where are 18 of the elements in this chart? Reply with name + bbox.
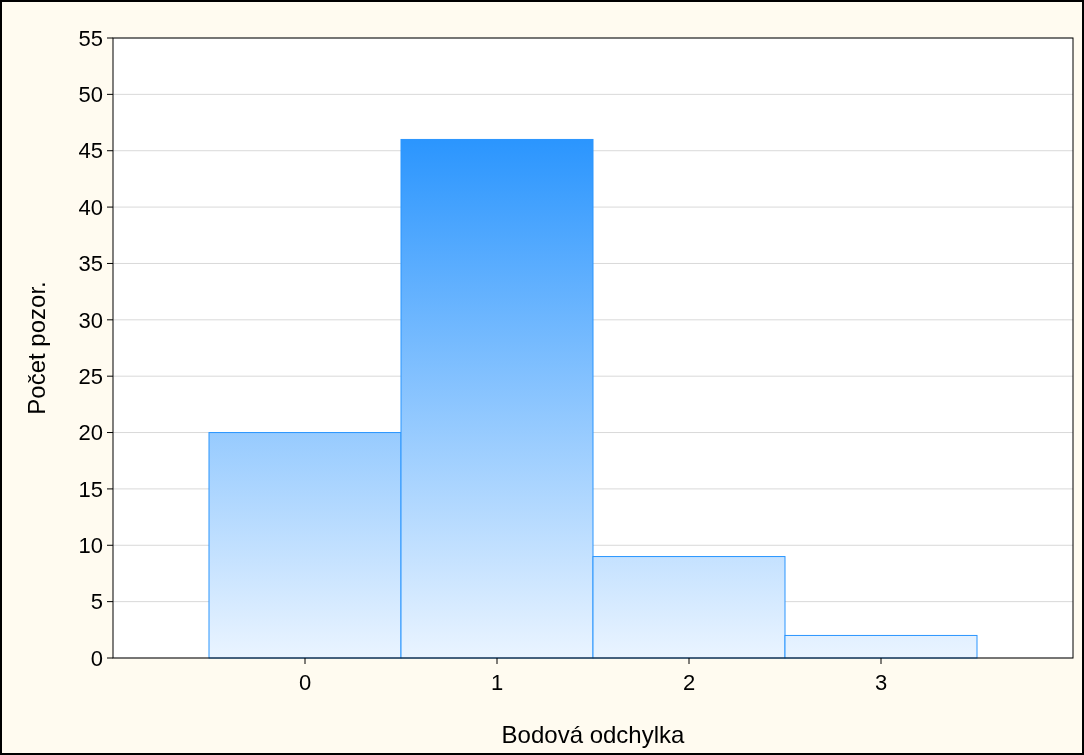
y-tick-label: 40 <box>78 194 103 220</box>
y-tick-label: 5 <box>90 589 103 615</box>
y-tick-label: 10 <box>78 532 103 558</box>
y-tick-label: 45 <box>78 138 103 164</box>
y-tick-label: 55 <box>78 25 103 51</box>
x-tick-label: 0 <box>298 670 312 695</box>
x-axis-title: Bodová odchylka <box>501 721 686 748</box>
y-tick-label: 30 <box>78 307 103 333</box>
y-tick-label: 0 <box>90 645 103 671</box>
y-tick-label: 25 <box>78 363 103 389</box>
y-tick-label: 35 <box>78 251 103 277</box>
y-axis-title: Počet pozor. <box>23 281 50 415</box>
y-tick-label: 50 <box>78 82 103 108</box>
x-tick-label: 2 <box>682 670 696 695</box>
y-tick-label: 20 <box>78 420 103 446</box>
x-tick-label: 1 <box>490 670 504 695</box>
y-tick-label: 15 <box>78 476 103 502</box>
x-tick-label: 3 <box>874 670 888 695</box>
